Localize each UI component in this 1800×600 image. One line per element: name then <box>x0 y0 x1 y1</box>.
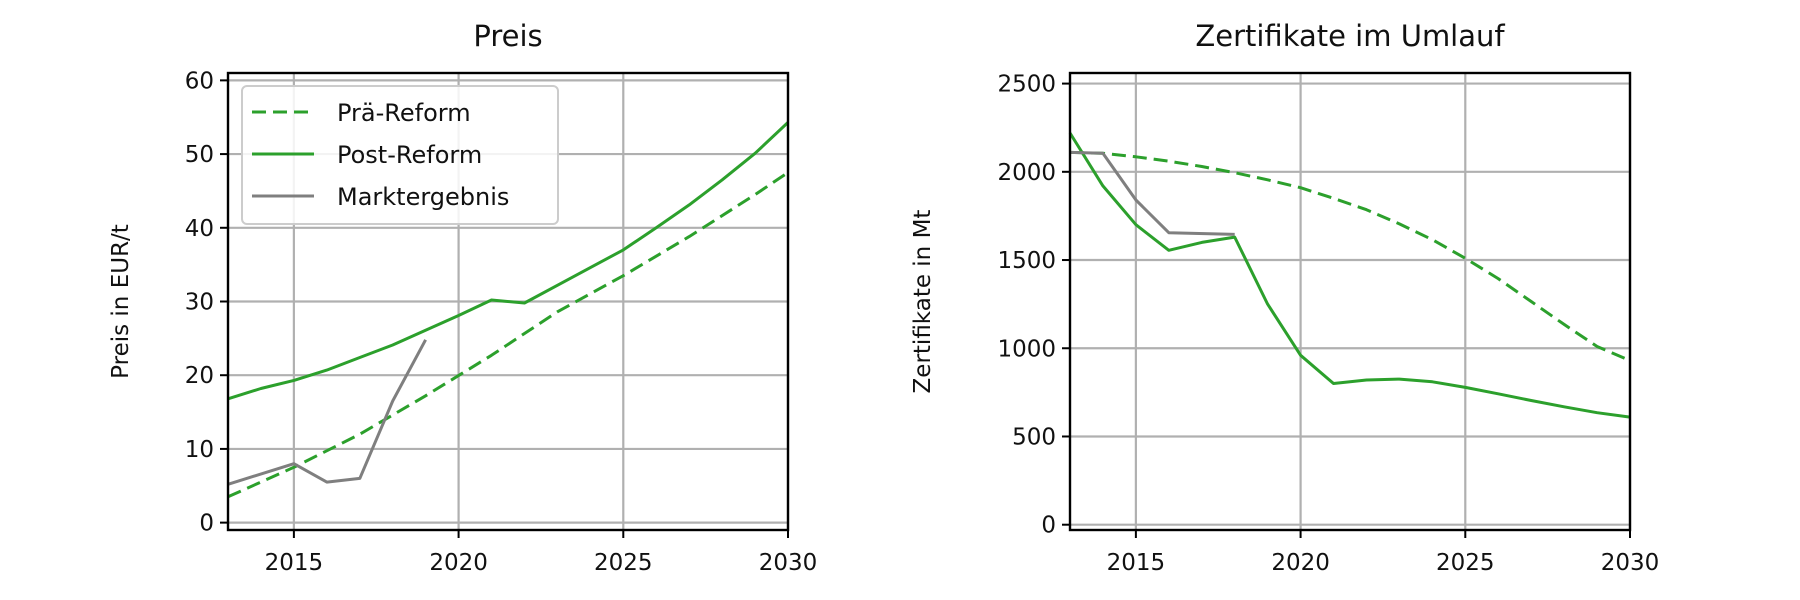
series-line-prae-reform <box>227 171 789 499</box>
legend-box <box>241 85 559 225</box>
y-tick-label: 0 <box>1041 513 1056 539</box>
chart-certificates: 2015 2020 2025 2030 0 500 1000 1500 2000 2500 Zert… <box>910 19 1659 576</box>
x-tick-label: 2015 <box>265 550 324 576</box>
y-tick-label: 60 <box>185 68 214 94</box>
chart-title: Zertifikate im Umlauf <box>1195 19 1505 53</box>
plot-frame <box>1068 71 1632 532</box>
x-tick-label: 2030 <box>759 550 818 576</box>
y-axis-label: Zertifikate in Mt <box>910 210 936 394</box>
series-line-prae-reform <box>1069 150 1631 362</box>
legend-label: Marktergebnis <box>337 183 509 211</box>
legend-label: Prä-Reform <box>337 99 471 127</box>
x-tick-label: 2025 <box>1436 550 1495 576</box>
series-line-marktergebnis <box>1069 150 1235 236</box>
legend-label: Post-Reform <box>337 141 482 169</box>
y-axis-label: Preis in EUR/t <box>108 224 134 379</box>
y-tick-label: 1000 <box>997 336 1056 362</box>
y-tick-label: 500 <box>1012 424 1056 450</box>
series-line-post-reform <box>227 121 790 401</box>
y-tick-label: 10 <box>185 437 214 463</box>
y-tick-label: 1500 <box>997 248 1056 274</box>
x-tick-label: 2030 <box>1601 550 1660 576</box>
x-tick-label: 2020 <box>429 550 488 576</box>
legend: Prä-Reform Post-Reform Marktergebnis <box>241 85 559 225</box>
y-tick-label: 0 <box>199 511 214 537</box>
y-tick-label: 50 <box>185 142 214 168</box>
x-tick-label: 2020 <box>1271 550 1330 576</box>
x-tick-label: 2015 <box>1107 550 1166 576</box>
y-tick-label: 40 <box>185 216 214 242</box>
y-tick-label: 2500 <box>997 72 1056 98</box>
y-tick-label: 2000 <box>997 160 1056 186</box>
y-tick-label: 30 <box>185 290 214 316</box>
chart-price: 2015 2020 2025 20300102030405060PreisPreis … <box>108 19 817 576</box>
series-line-marktergebnis <box>227 339 427 486</box>
y-tick-label: 20 <box>185 363 214 389</box>
chart-title: Preis <box>473 19 542 53</box>
x-tick-label: 2025 <box>594 550 653 576</box>
series-line-post-reform <box>1068 132 1631 419</box>
